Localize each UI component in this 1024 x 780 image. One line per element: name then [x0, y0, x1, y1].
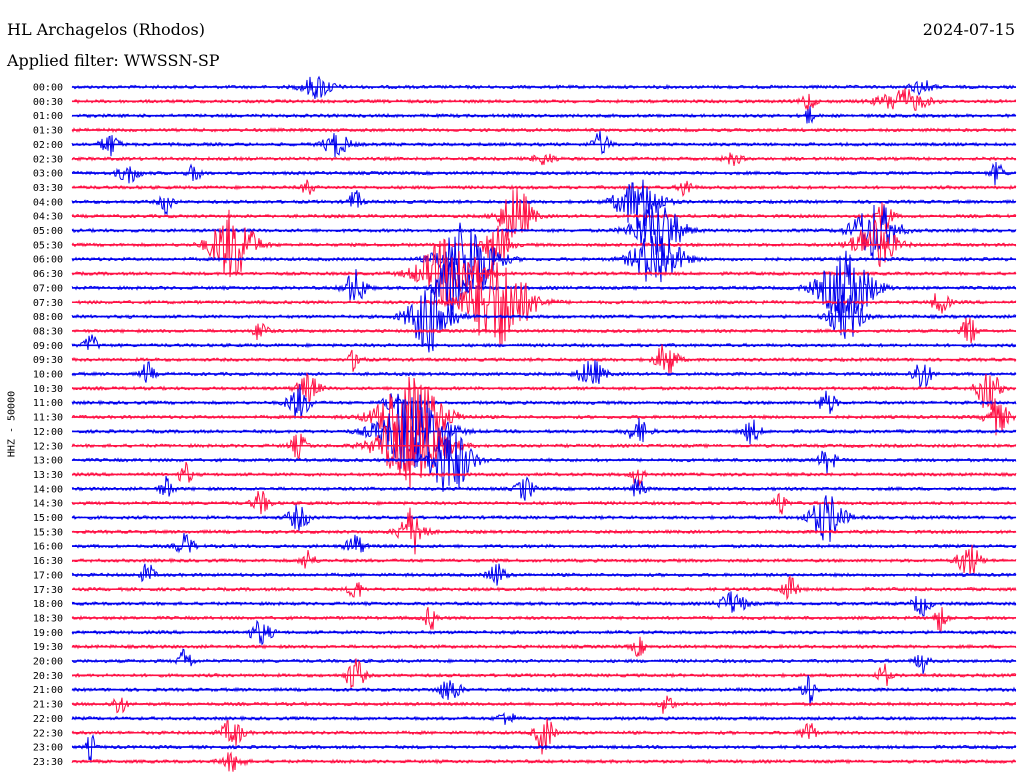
row-time-label: 01:00: [33, 111, 63, 122]
row-time-label: 04:30: [33, 212, 63, 223]
row-time-label: 17:30: [33, 585, 63, 596]
row-time-label: 09:30: [33, 355, 63, 366]
row-time-label: 13:00: [33, 456, 63, 467]
row-time-label: 08:30: [33, 326, 63, 337]
row-time-label: 20:30: [33, 671, 63, 682]
trace-line: [71, 607, 1017, 634]
trace-line: [71, 675, 1017, 707]
row-time-label: 18:00: [33, 599, 63, 610]
trace-line: [71, 431, 1017, 492]
row-time-label: 06:00: [33, 255, 63, 266]
trace-line: [71, 360, 1017, 390]
trace-line: [71, 209, 1017, 278]
row-time-label: 11:30: [33, 413, 63, 424]
row-time-label: 22:00: [33, 714, 63, 725]
row-time-label: 19:00: [33, 628, 63, 639]
row-time-label: 00:00: [33, 83, 63, 94]
row-time-label: 13:30: [33, 470, 63, 481]
row-time-label: 09:00: [33, 341, 63, 352]
row-time-label: 22:30: [33, 728, 63, 739]
trace-line: [71, 507, 1017, 555]
row-time-label: 01:30: [33, 126, 63, 137]
row-time-label: 17:00: [33, 570, 63, 581]
row-time-label: 03:30: [33, 183, 63, 194]
row-time-label: 03:00: [33, 169, 63, 180]
row-time-label: 05:00: [33, 226, 63, 237]
trace-line: [71, 106, 1017, 124]
row-time-label: 16:00: [33, 542, 63, 553]
row-time-label: 05:30: [33, 240, 63, 251]
row-time-label: 15:00: [33, 513, 63, 524]
row-time-label: 04:00: [33, 197, 63, 208]
trace-line: [71, 371, 1017, 410]
row-time-label: 21:30: [33, 700, 63, 711]
row-time-label: 15:30: [33, 527, 63, 538]
row-time-label: 20:00: [33, 657, 63, 668]
row-time-label: 23:30: [33, 757, 63, 768]
row-time-label: 02:00: [33, 140, 63, 151]
row-time-label: 06:30: [33, 269, 63, 280]
trace-line: [72, 533, 1017, 554]
row-time-label: 11:00: [33, 398, 63, 409]
trace-line: [71, 75, 1017, 99]
trace-line: [71, 733, 1017, 763]
trace-line: [71, 334, 1017, 350]
row-time-label: 14:30: [33, 499, 63, 510]
row-time-label: 02:30: [33, 154, 63, 165]
row-time-label: 16:30: [33, 556, 63, 567]
date-label: 2024-07-15: [922, 20, 1015, 39]
row-time-label: 07:00: [33, 283, 63, 294]
row-time-label: 00:30: [33, 97, 63, 108]
station-title: HL Archagelos (Rhodos): [7, 20, 205, 39]
row-time-label: 10:00: [33, 370, 63, 381]
row-time-label: 23:00: [33, 743, 63, 754]
row-time-label: 14:00: [33, 484, 63, 495]
filter-label: Applied filter: WWSSN-SP: [7, 51, 220, 70]
row-time-label: 12:30: [33, 441, 63, 452]
row-time-label: 12:00: [33, 427, 63, 438]
trace-line: [71, 544, 1017, 575]
row-time-label: 10:30: [33, 384, 63, 395]
trace-line: [71, 658, 1017, 689]
row-time-label: 07:30: [33, 298, 63, 309]
trace-line: [71, 179, 1017, 229]
row-time-label: 18:30: [33, 613, 63, 624]
trace-line: [71, 574, 1017, 601]
row-time-label: 19:30: [33, 642, 63, 653]
trace-line: [71, 88, 1016, 113]
trace-line: [71, 718, 1017, 755]
row-time-label: 08:00: [33, 312, 63, 323]
trace-line: [71, 394, 1017, 471]
row-time-label: 21:00: [33, 685, 63, 696]
